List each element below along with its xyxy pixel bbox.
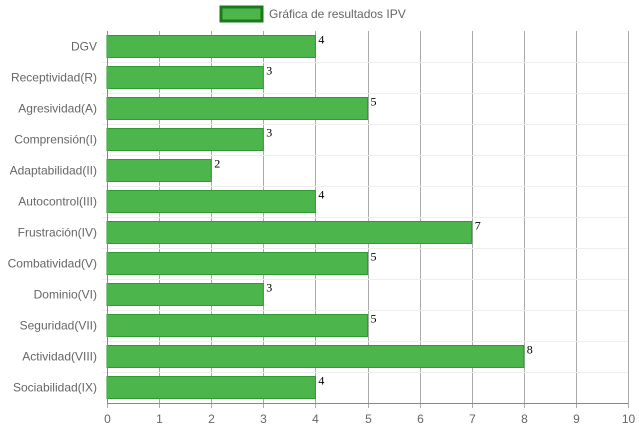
- category-label: Receptividad(R): [11, 71, 97, 85]
- bars: [106, 35, 525, 399]
- value-axis-tick-labels: 0 1 2 3 4 5 6 7 8 9 10: [104, 412, 635, 426]
- category-label: Combatividad(V): [8, 257, 97, 271]
- bar: [106, 190, 316, 213]
- category-label: Dominio(VI): [34, 288, 97, 302]
- bar: [106, 314, 368, 337]
- data-label: 4: [318, 33, 324, 47]
- data-label: 8: [527, 343, 533, 357]
- bar: [106, 221, 473, 244]
- data-label: 4: [318, 188, 324, 202]
- data-label: 3: [266, 64, 272, 78]
- bar: [106, 159, 212, 182]
- tick-label: 10: [622, 412, 636, 426]
- tick-label: 1: [156, 412, 163, 426]
- category-label: Autocontrol(III): [18, 195, 97, 209]
- tick-label: 7: [469, 412, 476, 426]
- category-label: Frustración(IV): [18, 226, 97, 240]
- category-axis-labels: DGV Receptividad(R) Agresividad(A) Comprens…: [8, 40, 97, 395]
- tick-label: 6: [417, 412, 424, 426]
- category-label: Comprensión(I): [14, 133, 97, 147]
- bar: [106, 66, 264, 89]
- bar: [106, 97, 368, 120]
- bar: [106, 376, 316, 399]
- data-label: 5: [371, 312, 377, 326]
- data-label: 4: [318, 374, 324, 388]
- tick-label: 0: [104, 412, 111, 426]
- tick-label: 4: [312, 412, 319, 426]
- category-label: Seguridad(VII): [20, 319, 97, 333]
- category-label: Sociabilidad(IX): [13, 381, 97, 395]
- bar: [106, 252, 368, 275]
- bar: [106, 283, 264, 306]
- category-label: DGV: [71, 40, 97, 54]
- legend-label[interactable]: Gráfica de resultados IPV: [269, 7, 406, 21]
- data-label: 7: [475, 219, 481, 233]
- data-label: 3: [266, 281, 272, 295]
- data-label: 5: [371, 250, 377, 264]
- legend[interactable]: Gráfica de resultados IPV: [219, 5, 406, 23]
- tick-label: 3: [260, 412, 267, 426]
- bar: [106, 35, 316, 58]
- tick-label: 5: [365, 412, 372, 426]
- horizontal-gridlines: [102, 62, 628, 373]
- tick-label: 9: [573, 412, 580, 426]
- data-labels: 4 3 5 3 2 4 7 5 3 5 8 4: [214, 33, 533, 388]
- tick-label: 2: [208, 412, 215, 426]
- category-label: Adaptabilidad(II): [10, 164, 97, 178]
- data-label: 2: [214, 157, 220, 171]
- category-label: Actividad(VIII): [22, 350, 97, 364]
- axes: [107, 31, 628, 404]
- data-label: 3: [266, 126, 272, 140]
- tick-label: 8: [521, 412, 528, 426]
- category-label: Agresividad(A): [18, 102, 97, 116]
- bar: [106, 345, 525, 368]
- bar: [106, 128, 264, 151]
- legend-swatch[interactable]: [219, 5, 264, 23]
- data-label: 5: [371, 95, 377, 109]
